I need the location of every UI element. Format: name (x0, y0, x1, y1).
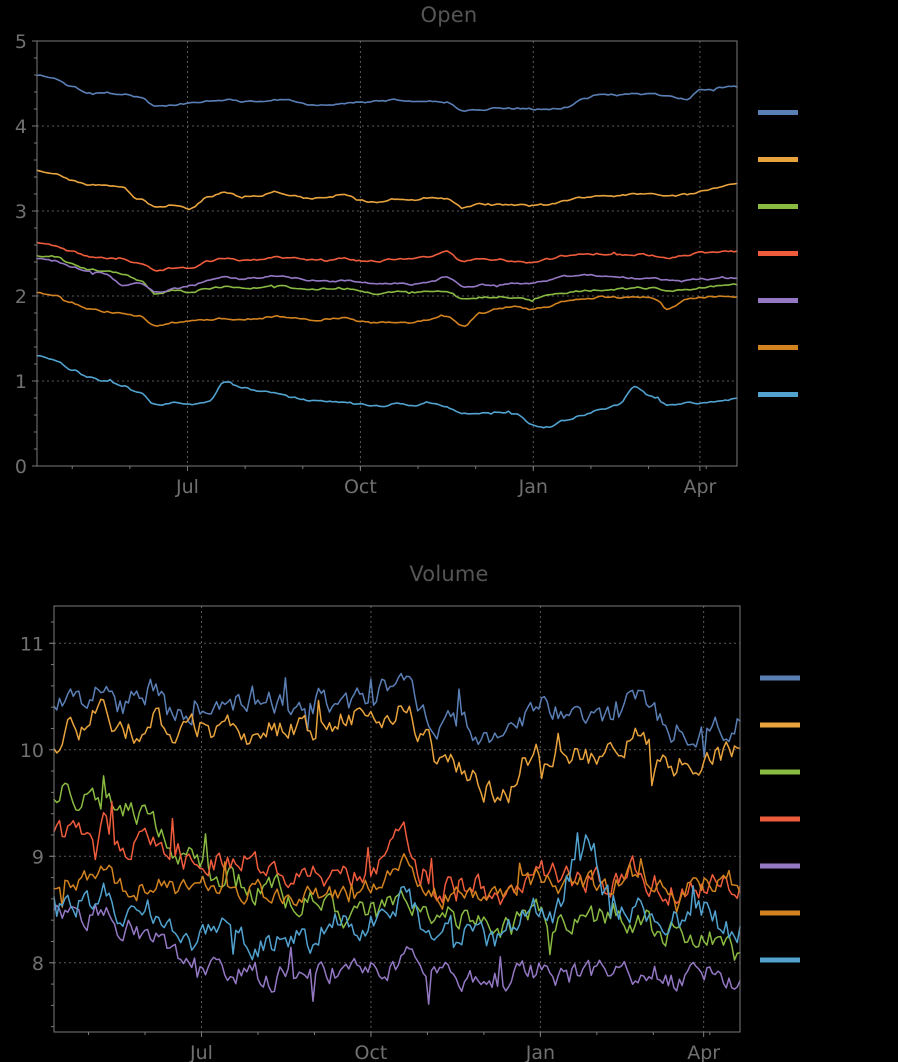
panel-volume-title: Volume (409, 562, 489, 586)
series-line-4 (53, 800, 741, 906)
series-line-3 (53, 775, 741, 961)
series-line-1 (53, 672, 741, 758)
axes-frame (36, 40, 738, 467)
x-tick-label: Jan (525, 1042, 555, 1062)
x-tick-label: Oct (344, 476, 377, 498)
x-tick-label: Apr (683, 476, 716, 498)
series-line-5 (36, 257, 738, 293)
volume-chart-plot: 8 9 10 11 Jul Oct Jan Apr (20, 605, 800, 1062)
y-tick-label: 9 (32, 846, 44, 868)
series-line-5 (53, 903, 741, 1005)
y-tick-label: 10 (20, 740, 44, 762)
open-chart-plot: 0 1 2 3 4 5 Jul Oct Jan Apr (15, 31, 798, 498)
x-tick-label: Jan (518, 476, 548, 498)
y-tick-label: 0 (15, 456, 27, 478)
panel-open: Open 0 1 2 3 4 5 Jul Oct Jan Apr (0, 0, 898, 520)
series-line-7 (36, 354, 738, 429)
series-line-1 (36, 74, 738, 113)
y-tick-label: 1 (15, 371, 27, 393)
y-tick-label: 4 (15, 116, 27, 138)
y-tick-label: 3 (15, 201, 27, 223)
y-tick-label: 5 (15, 31, 27, 53)
series-line-2 (36, 169, 738, 211)
x-tick-label: Jul (189, 1042, 213, 1062)
x-tick-label: Oct (355, 1042, 388, 1062)
y-tick-label: 8 (32, 953, 44, 975)
series-line-4 (36, 241, 738, 272)
x-tick-label: Apr (687, 1042, 720, 1062)
y-tick-label: 11 (20, 633, 44, 655)
series-line-6 (36, 291, 738, 328)
series-line-7 (53, 832, 741, 961)
series-line-3 (36, 254, 738, 303)
panel-open-title: Open (420, 3, 478, 27)
series-line-6 (53, 853, 741, 913)
series-line-2 (53, 698, 741, 804)
x-tick-label: Jul (175, 476, 199, 498)
axes-frame (53, 605, 741, 1033)
y-tick-label: 2 (15, 286, 27, 308)
panel-volume: Volume 8 9 10 11 Jul Oct Jan Apr (0, 540, 898, 1062)
